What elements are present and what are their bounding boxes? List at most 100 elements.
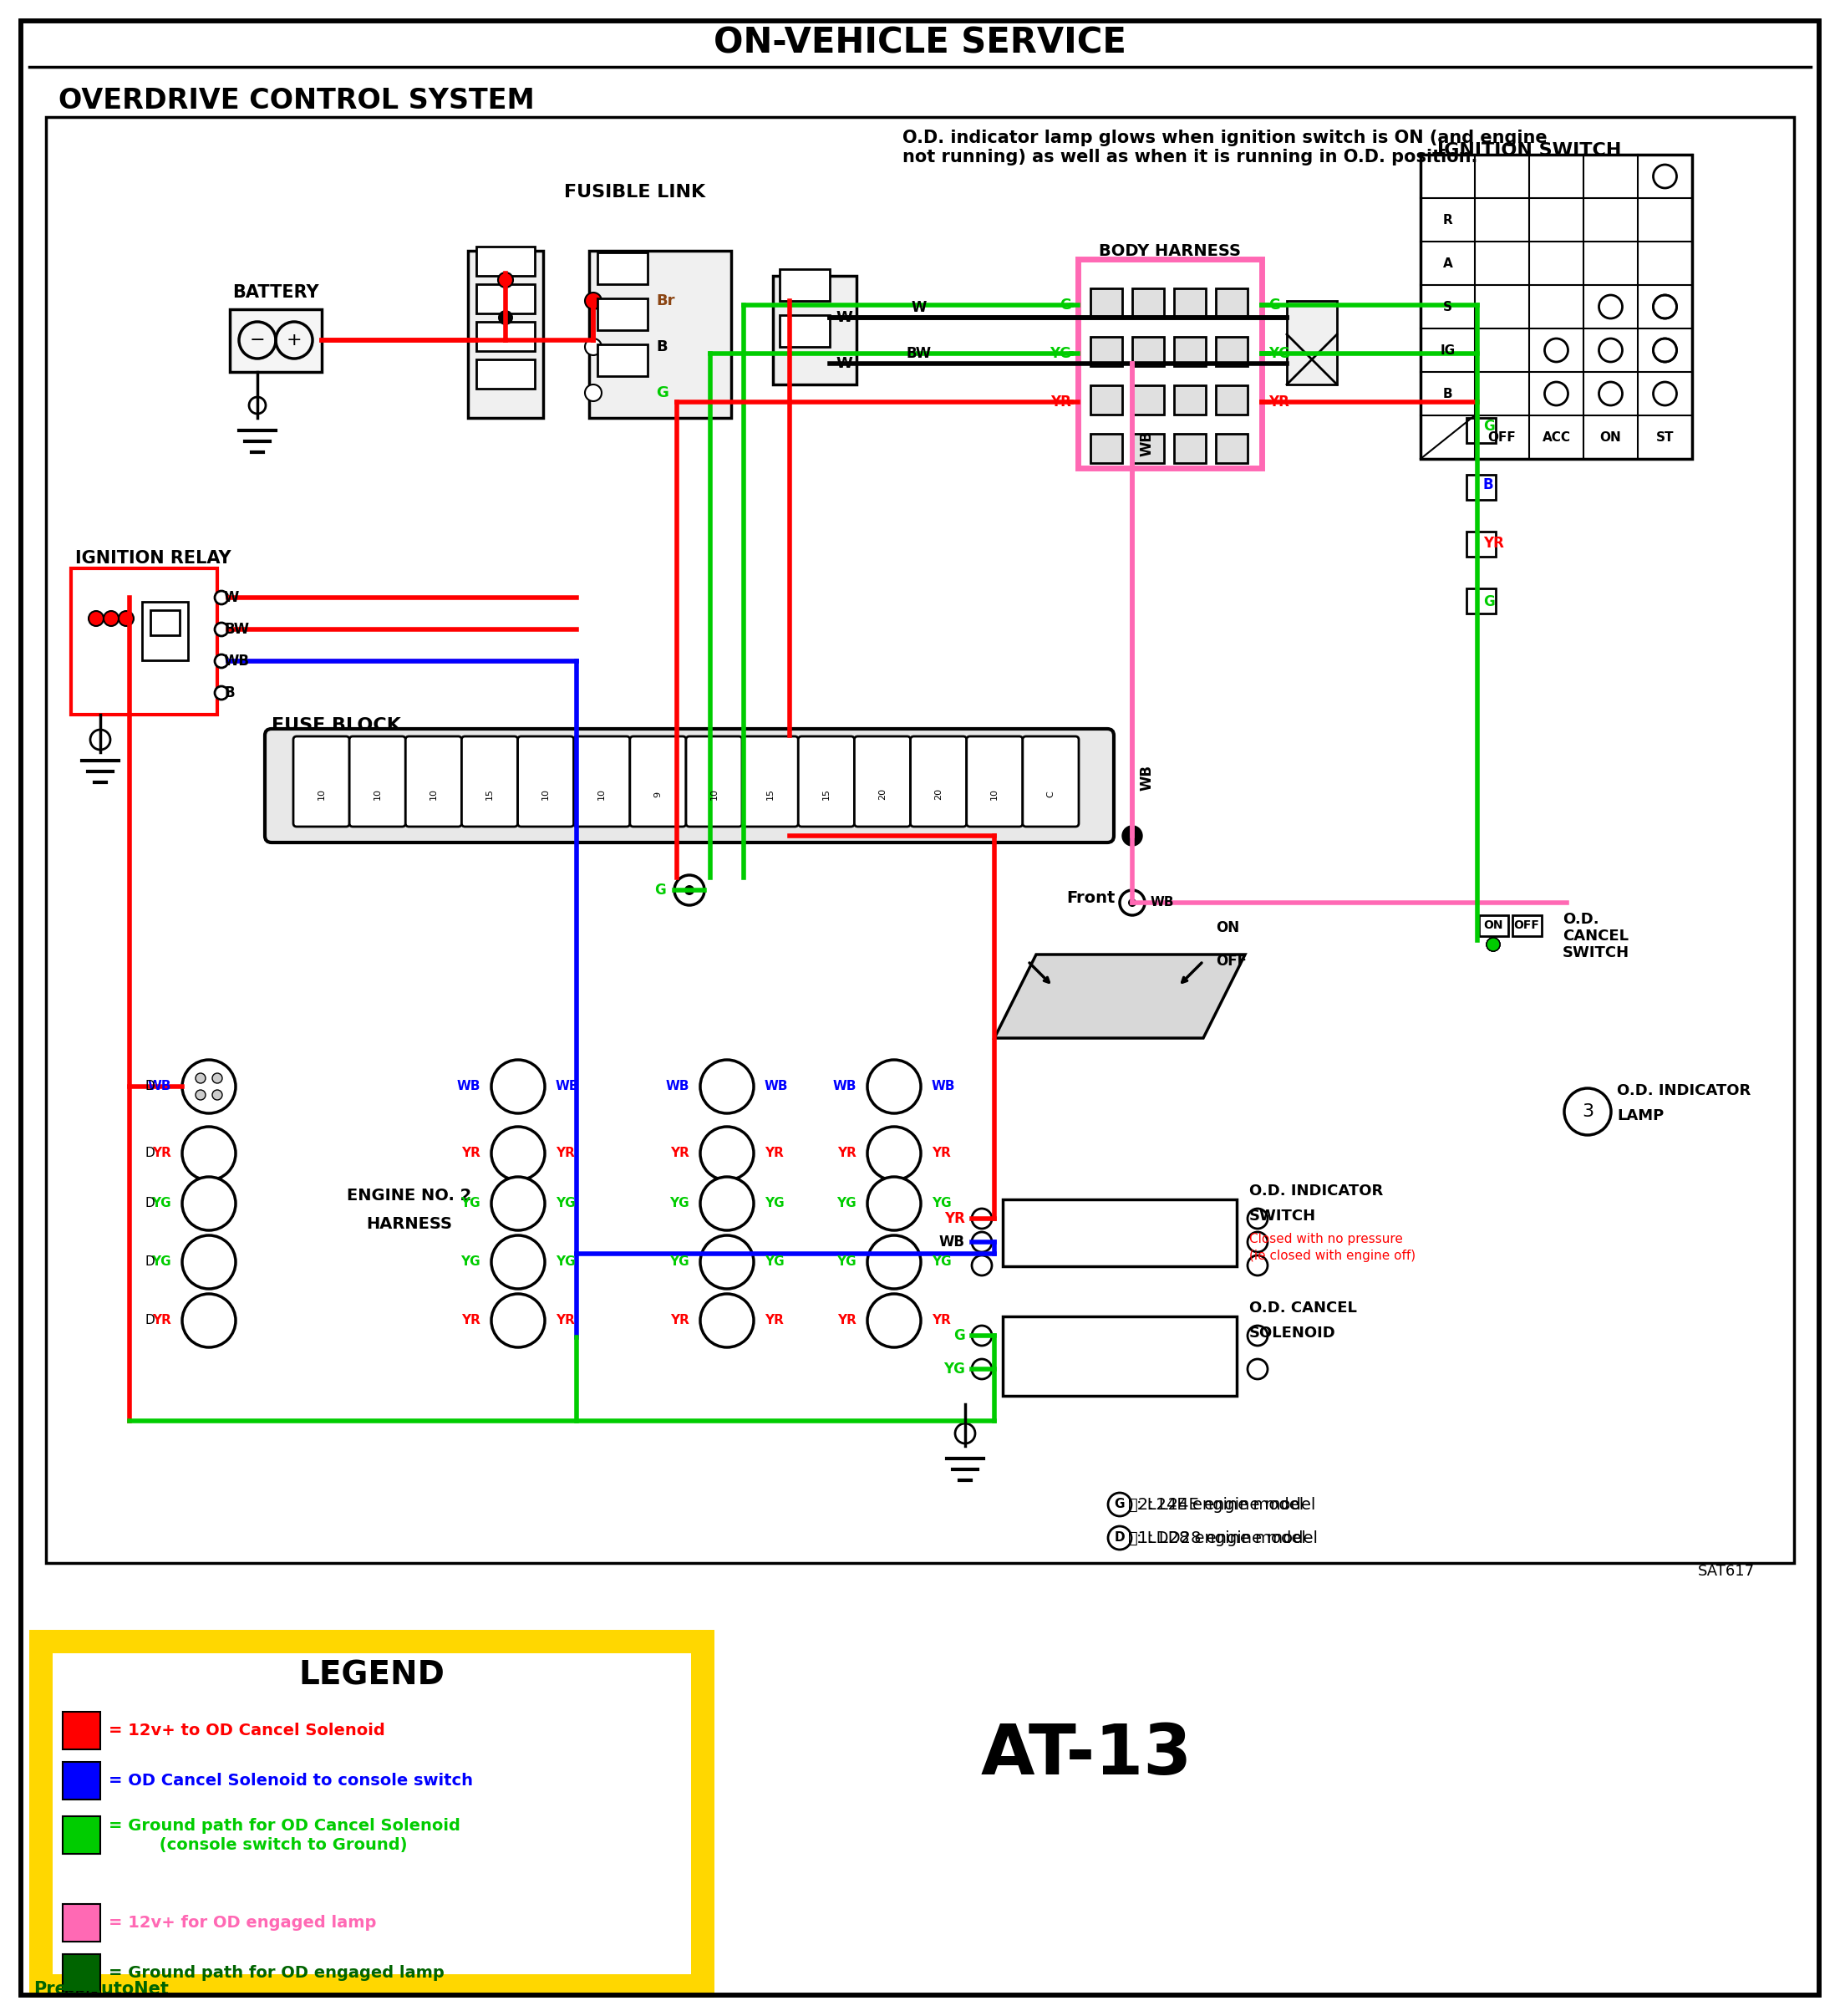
Circle shape	[701, 1294, 754, 1347]
Text: FUSE BLOCK: FUSE BLOCK	[272, 718, 401, 734]
Circle shape	[118, 611, 134, 627]
Text: YR: YR	[462, 1147, 480, 1159]
Text: YG: YG	[556, 1198, 576, 1210]
Circle shape	[491, 1236, 545, 1288]
Circle shape	[867, 1236, 920, 1288]
Text: WB: WB	[834, 1081, 856, 1093]
Circle shape	[499, 310, 513, 325]
Text: YR: YR	[556, 1147, 574, 1159]
Circle shape	[972, 1327, 992, 1345]
Text: YR: YR	[1268, 395, 1290, 409]
Circle shape	[182, 1060, 236, 1113]
Text: ⑀1: LD28 engine model: ⑀1: LD28 engine model	[1128, 1530, 1317, 1546]
Text: B: B	[1443, 387, 1452, 399]
Bar	[1132, 433, 1165, 464]
Text: = 12v+ for OD engaged lamp: = 12v+ for OD engaged lamp	[109, 1915, 377, 1931]
Circle shape	[491, 1177, 545, 1230]
Text: D: D	[145, 1147, 155, 1159]
Text: S: S	[1443, 300, 1452, 312]
Polygon shape	[994, 954, 1246, 1038]
Text: YG: YG	[151, 1198, 171, 1210]
Text: D: D	[1115, 1532, 1124, 1544]
Text: ⑀2: L24E engine model: ⑀2: L24E engine model	[1128, 1496, 1316, 1512]
Text: WB: WB	[666, 1081, 690, 1093]
Text: B: B	[224, 685, 234, 700]
Text: SWITCH: SWITCH	[1562, 946, 1630, 960]
Bar	[1174, 288, 1205, 319]
Text: YG: YG	[765, 1198, 784, 1210]
Circle shape	[1128, 899, 1137, 907]
Bar	[598, 298, 648, 331]
Text: CANCEL: CANCEL	[1562, 929, 1628, 943]
Text: YR: YR	[153, 1314, 171, 1327]
Text: 10: 10	[541, 788, 550, 800]
Bar	[63, 1712, 99, 1750]
Circle shape	[182, 1177, 236, 1230]
Text: 10: 10	[990, 788, 999, 800]
Circle shape	[1122, 827, 1143, 847]
Text: G: G	[953, 1329, 966, 1343]
Bar	[151, 611, 180, 635]
Circle shape	[212, 1091, 223, 1101]
Bar	[1091, 433, 1122, 464]
Text: R: R	[1443, 214, 1452, 226]
FancyBboxPatch shape	[517, 736, 574, 827]
Bar	[1216, 385, 1248, 415]
Circle shape	[1248, 1210, 1268, 1228]
Bar	[1174, 433, 1205, 464]
FancyBboxPatch shape	[799, 736, 854, 827]
Circle shape	[867, 1177, 920, 1230]
Text: SAT617: SAT617	[1698, 1564, 1755, 1579]
Circle shape	[585, 385, 602, 401]
Text: WB: WB	[556, 1081, 580, 1093]
Bar	[142, 603, 188, 661]
Circle shape	[867, 1060, 920, 1113]
Text: YG: YG	[765, 1256, 784, 1268]
FancyBboxPatch shape	[629, 736, 686, 827]
FancyBboxPatch shape	[293, 736, 350, 827]
Text: 15: 15	[765, 788, 775, 800]
Bar	[1091, 337, 1122, 367]
Circle shape	[1248, 1232, 1268, 1252]
Bar	[773, 276, 856, 385]
Text: ACC: ACC	[1542, 431, 1571, 444]
Text: YG: YG	[1049, 347, 1071, 361]
Bar	[477, 246, 535, 276]
FancyBboxPatch shape	[405, 736, 462, 827]
Text: YR: YR	[837, 1314, 856, 1327]
Bar	[598, 345, 648, 377]
Bar	[1174, 337, 1205, 367]
Text: YR: YR	[837, 1147, 856, 1159]
FancyBboxPatch shape	[350, 736, 405, 827]
Text: 15: 15	[486, 788, 493, 800]
Bar	[1216, 433, 1248, 464]
Circle shape	[212, 1073, 223, 1083]
Circle shape	[1248, 1256, 1268, 1276]
Text: BODY HARNESS: BODY HARNESS	[1098, 242, 1240, 258]
Circle shape	[972, 1359, 992, 1379]
Bar	[1420, 155, 1693, 460]
Circle shape	[972, 1232, 992, 1252]
Text: D: D	[145, 1256, 155, 1268]
Bar	[46, 117, 1794, 1562]
Text: : LD28 engine model: : LD28 engine model	[1137, 1530, 1306, 1546]
Text: B: B	[1483, 478, 1494, 492]
Circle shape	[701, 1177, 754, 1230]
Text: W: W	[911, 300, 927, 314]
Circle shape	[182, 1127, 236, 1179]
Circle shape	[1121, 891, 1144, 915]
Bar	[598, 252, 648, 284]
Text: YG: YG	[670, 1256, 690, 1268]
Text: D: D	[145, 1081, 155, 1093]
Circle shape	[491, 1060, 545, 1113]
Text: LAMP: LAMP	[1617, 1109, 1663, 1123]
Circle shape	[684, 885, 694, 895]
Circle shape	[701, 1127, 754, 1179]
Bar	[230, 308, 322, 371]
FancyBboxPatch shape	[1023, 736, 1078, 827]
Bar	[1216, 288, 1248, 319]
Bar	[63, 1903, 99, 1941]
Text: YG: YG	[556, 1256, 576, 1268]
Bar	[1003, 1200, 1236, 1266]
FancyBboxPatch shape	[686, 736, 742, 827]
